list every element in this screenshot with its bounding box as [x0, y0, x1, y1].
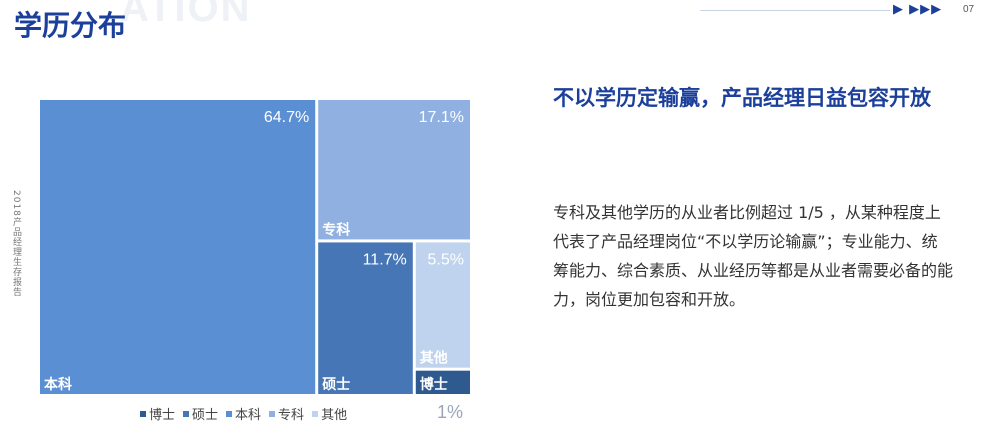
treemap-cell-专科 — [318, 100, 470, 240]
legend-label: 其他 — [321, 408, 348, 423]
legend-label: 本科 — [235, 408, 262, 423]
headline: 不以学历定输赢，产品经理日益包容开放 — [553, 86, 931, 110]
watermark-text: ATION — [120, 0, 252, 30]
side-caption: 2018产品经理生存报告 — [11, 190, 21, 297]
page-title: 学历分布 — [14, 9, 127, 42]
legend-label: 专科 — [278, 408, 305, 423]
treemap-percent-label: 17.1% — [419, 109, 464, 126]
treemap-category-label: 博士 — [420, 376, 448, 393]
legend-item: 博士 — [140, 404, 175, 423]
legend-swatch — [140, 410, 146, 417]
legend-item: 硕士 — [183, 404, 218, 423]
legend-label: 硕士 — [192, 408, 219, 423]
treemap-percent-label: 64.7% — [264, 109, 309, 126]
treemap-percent-label: 11.7% — [363, 251, 407, 268]
page-number: 07 — [963, 4, 975, 15]
phd-percent-label: 1% — [437, 402, 464, 422]
treemap-cell-博士 — [415, 370, 470, 394]
treemap-category-label: 本科 — [44, 376, 72, 393]
legend-item: 其他 — [312, 404, 347, 423]
treemap-category-label: 专科 — [322, 221, 350, 238]
legend-swatch — [183, 410, 190, 417]
treemap-cell-硕士 — [318, 242, 413, 394]
legend-swatch — [269, 410, 276, 417]
body-text: 专科及其他学历的从业者比例超过 1/5 ，从某种程度上代表了产品经理岗位“不以学… — [553, 203, 954, 309]
legend-swatch — [226, 410, 233, 417]
treemap-chart: 本科 64.7% 专科 17.1% 硕士 11.7% 其他 5.5% 博士 — [40, 100, 470, 394]
header-divider — [700, 10, 890, 11]
treemap-cell-本科 — [40, 100, 316, 394]
treemap-category-label: 其他 — [420, 350, 448, 367]
legend-label: 博士 — [149, 408, 176, 423]
treemap-percent-label: 5.5% — [428, 251, 464, 268]
treemap-category-label: 硕士 — [322, 376, 350, 393]
legend-swatch — [312, 410, 319, 417]
treemap-cell-其他 — [415, 242, 470, 368]
chart-legend: 博士 硕士 本科 专科 其他 — [140, 404, 347, 423]
legend-item: 本科 — [226, 404, 261, 423]
legend-item: 专科 — [269, 404, 304, 423]
nav-arrows-icon: ▶ ▶▶▶ — [893, 2, 943, 17]
